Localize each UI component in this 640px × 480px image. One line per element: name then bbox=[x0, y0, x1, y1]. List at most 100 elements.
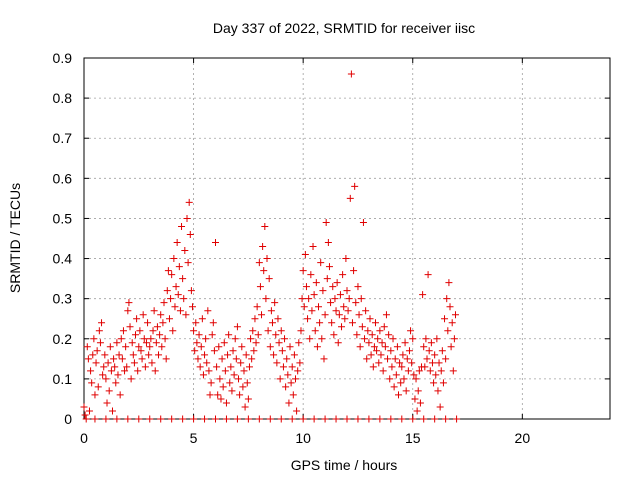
data-point bbox=[128, 339, 136, 347]
data-point bbox=[99, 371, 107, 379]
data-point bbox=[94, 383, 102, 391]
data-point bbox=[134, 367, 142, 375]
data-point bbox=[214, 391, 222, 399]
data-point bbox=[439, 379, 447, 387]
data-point bbox=[379, 367, 387, 375]
data-point bbox=[393, 343, 401, 351]
data-point bbox=[330, 331, 338, 339]
data-point bbox=[343, 287, 351, 295]
data-point bbox=[441, 315, 449, 323]
data-point bbox=[448, 319, 456, 327]
data-point bbox=[322, 218, 330, 226]
data-point bbox=[445, 279, 453, 287]
data-point bbox=[358, 323, 366, 331]
data-point bbox=[222, 415, 230, 423]
data-point bbox=[408, 359, 416, 367]
data-point bbox=[416, 399, 424, 407]
y-tick-label: 0 bbox=[64, 411, 72, 427]
x-tick-label: 10 bbox=[295, 430, 311, 446]
data-point bbox=[344, 307, 352, 315]
data-point bbox=[219, 383, 227, 391]
data-point bbox=[426, 367, 434, 375]
data-point bbox=[267, 307, 275, 315]
data-point bbox=[249, 327, 257, 335]
x-tick-label: 5 bbox=[190, 430, 198, 446]
data-point bbox=[420, 343, 428, 351]
data-point bbox=[313, 343, 321, 351]
y-tick-label: 0.8 bbox=[53, 90, 73, 106]
data-point bbox=[339, 271, 347, 279]
data-point bbox=[127, 375, 135, 383]
data-point bbox=[139, 311, 147, 319]
data-point bbox=[332, 307, 340, 315]
data-point bbox=[364, 327, 372, 335]
data-point bbox=[412, 375, 420, 383]
data-point bbox=[140, 335, 148, 343]
data-point bbox=[288, 415, 296, 423]
data-point bbox=[130, 359, 138, 367]
data-point bbox=[226, 379, 234, 387]
data-point bbox=[304, 315, 312, 323]
data-point bbox=[212, 415, 219, 423]
data-point bbox=[340, 303, 348, 311]
data-point bbox=[389, 335, 397, 343]
data-point bbox=[301, 251, 309, 259]
data-point bbox=[108, 407, 116, 415]
data-point bbox=[436, 403, 444, 411]
data-point bbox=[101, 351, 109, 359]
data-point bbox=[266, 343, 274, 351]
data-point bbox=[352, 299, 360, 307]
data-point bbox=[197, 343, 205, 351]
data-point bbox=[357, 295, 365, 303]
data-point bbox=[124, 415, 132, 423]
data-point bbox=[93, 347, 101, 355]
data-point bbox=[119, 327, 127, 335]
data-point bbox=[190, 327, 198, 335]
data-point bbox=[208, 331, 216, 339]
data-point bbox=[270, 351, 278, 359]
data-point bbox=[215, 343, 223, 351]
data-point bbox=[181, 247, 189, 255]
data-point bbox=[399, 351, 407, 359]
data-point bbox=[255, 259, 263, 267]
data-point bbox=[447, 343, 455, 351]
data-point bbox=[374, 335, 382, 343]
data-point bbox=[272, 331, 280, 339]
data-point bbox=[91, 391, 99, 399]
y-tick-label: 0.2 bbox=[53, 331, 73, 347]
data-point bbox=[271, 299, 279, 307]
data-point bbox=[122, 343, 130, 351]
data-point bbox=[355, 311, 363, 319]
data-point bbox=[283, 355, 291, 363]
y-tick-label: 0.3 bbox=[53, 291, 73, 307]
data-point bbox=[117, 335, 125, 343]
data-point bbox=[373, 347, 381, 355]
data-point bbox=[296, 359, 304, 367]
data-point bbox=[268, 319, 276, 327]
y-axis-label: SRMTID / TECUs bbox=[7, 183, 23, 293]
data-point bbox=[442, 355, 450, 363]
data-point bbox=[422, 335, 430, 343]
data-point bbox=[409, 415, 417, 423]
data-point bbox=[170, 255, 178, 263]
data-point bbox=[398, 415, 406, 423]
data-point bbox=[142, 339, 150, 347]
data-point bbox=[258, 311, 266, 319]
data-point bbox=[431, 415, 439, 423]
data-point bbox=[305, 295, 313, 303]
data-point bbox=[203, 359, 211, 367]
data-point bbox=[405, 347, 413, 355]
data-point bbox=[174, 291, 182, 299]
data-point bbox=[278, 347, 286, 355]
data-point bbox=[293, 407, 301, 415]
data-point bbox=[192, 319, 200, 327]
data-point bbox=[82, 415, 90, 423]
data-point bbox=[244, 415, 252, 423]
data-point bbox=[284, 371, 292, 379]
data-point bbox=[403, 355, 411, 363]
data-point bbox=[404, 367, 412, 375]
data-point bbox=[144, 319, 152, 327]
data-point bbox=[382, 311, 390, 319]
data-point bbox=[232, 355, 240, 363]
data-point bbox=[377, 351, 385, 359]
